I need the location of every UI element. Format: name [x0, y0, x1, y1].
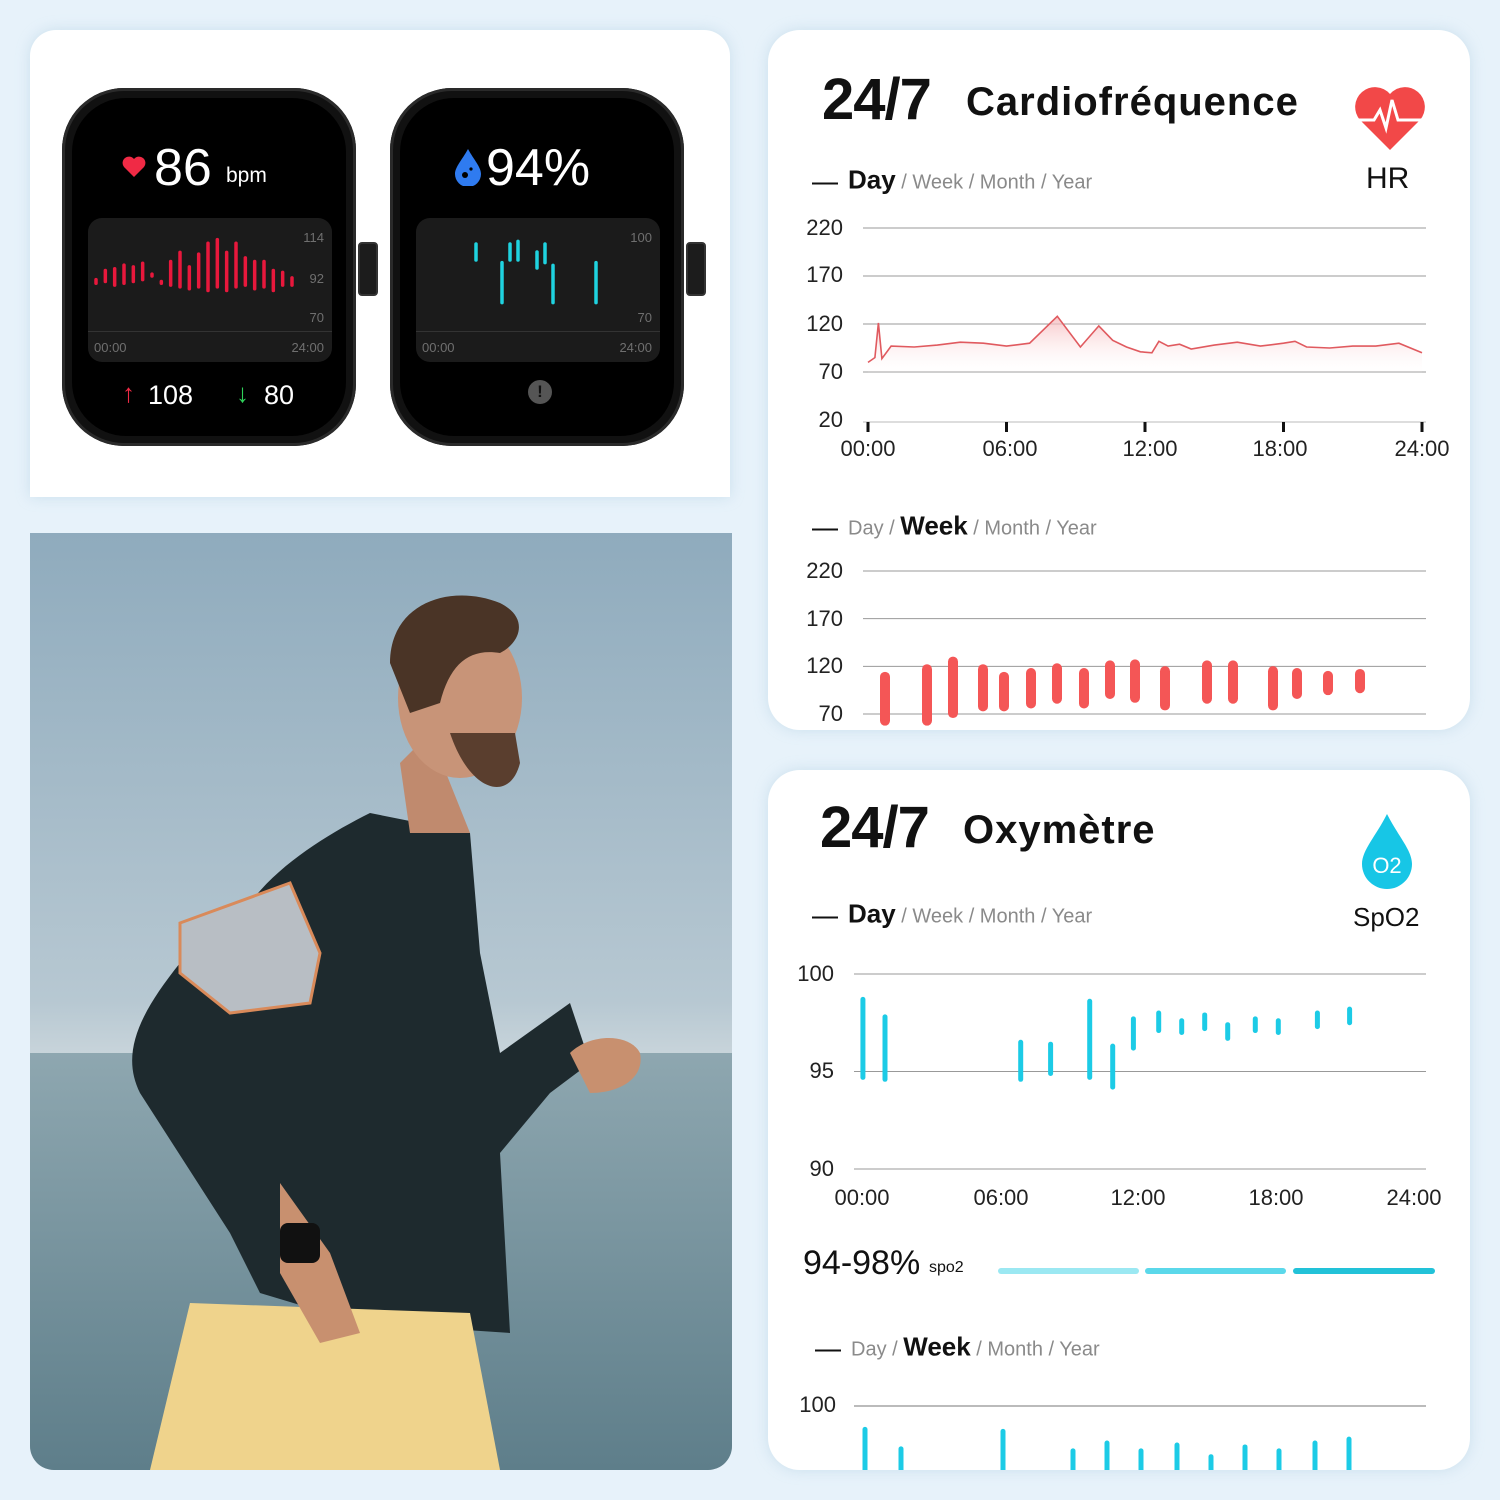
spo2-week-period-selector[interactable]: Day / Week / Month / Year — [815, 1332, 1100, 1363]
watch-crown — [686, 242, 706, 296]
spo2-day-chart — [854, 973, 1426, 1170]
spo2-range-bar-high — [1293, 1268, 1435, 1274]
arrow-up-icon: ↑ — [122, 378, 135, 408]
x-tick: 18:00 — [1252, 436, 1308, 461]
spo2-range-unit: spo2 — [929, 1259, 964, 1276]
heart-icon — [122, 156, 146, 177]
spo2-time-start: 00:00 — [422, 340, 455, 355]
period-day-active[interactable]: Day — [848, 898, 896, 929]
hr-week-period-selector[interactable]: Day / Week / Month / Year — [812, 511, 1097, 542]
x-tick: 06:00 — [982, 436, 1038, 461]
hr-time-end: 24:00 — [291, 340, 324, 355]
period-other-options[interactable]: / Week / Month / Year — [901, 171, 1093, 194]
hr-mini-chart: 114 92 70 00:00 24:00 — [88, 218, 332, 362]
hr-axis-70: 70 — [309, 310, 324, 325]
hr-time-start: 00:00 — [94, 340, 127, 355]
hr-day-chart — [863, 227, 1426, 432]
info-icon: ! — [528, 380, 552, 404]
watch-crown — [358, 242, 378, 296]
spo2-watch: 94% 100 70 00:00 24:00 ! — [390, 88, 684, 446]
y-tick: 20 — [818, 407, 843, 432]
oxygen-icon-text: O2 — [1372, 853, 1401, 878]
x-tick: 24:00 — [1386, 1185, 1442, 1210]
x-tick: 24:00 — [1394, 436, 1450, 461]
heart-pulse-icon — [1354, 87, 1426, 150]
period-day[interactable]: Day / — [848, 517, 895, 540]
oxygen-drop-icon: O2 — [1362, 814, 1412, 889]
period-day-active[interactable]: Day — [848, 164, 896, 195]
period-day[interactable]: Day / — [851, 1338, 898, 1361]
x-tick: 12:00 — [1110, 1185, 1166, 1210]
runner-image — [30, 533, 732, 1470]
y-tick: 220 — [806, 558, 843, 583]
y-tick: 170 — [806, 606, 843, 631]
hr-mini-bars — [94, 237, 294, 293]
period-other-options[interactable]: / Month / Year — [973, 517, 1097, 540]
hr-max: 108 — [148, 380, 194, 410]
period-other-options[interactable]: / Week / Month / Year — [901, 905, 1093, 928]
y-tick: 100 — [797, 961, 834, 986]
x-tick: 18:00 — [1248, 1185, 1304, 1210]
hr-day-period-selector[interactable]: Day / Week / Month / Year — [812, 165, 1092, 196]
period-week-active[interactable]: Week — [900, 510, 968, 541]
y-tick: 220 — [806, 215, 843, 240]
spo2-value: 94% — [486, 139, 591, 197]
arrow-down-icon: ↓ — [236, 378, 249, 408]
hr-watch: 86 bpm 114 92 70 00:00 24:00 ↑ 108 ↓ 80 — [62, 88, 356, 446]
hr-line — [867, 315, 1423, 364]
y-tick: 90 — [809, 1156, 834, 1181]
period-other-options[interactable]: / Month / Year — [976, 1338, 1100, 1361]
y-tick: 70 — [818, 359, 843, 384]
y-tick: 170 — [806, 262, 843, 287]
water-drop-icon — [455, 149, 481, 186]
spo2-range-bar-mid — [1145, 1268, 1286, 1274]
spo2-day-period-selector[interactable]: Day / Week / Month / Year — [812, 899, 1092, 930]
spo2-range-value: 94-98% — [803, 1244, 921, 1282]
watch-screen: 86 bpm 114 92 70 00:00 24:00 ↑ 108 ↓ 80 — [72, 98, 346, 436]
spo2-title: Oxymètre — [963, 808, 1156, 852]
spo2-range-bar-low — [998, 1268, 1139, 1274]
watch-screen: 94% 100 70 00:00 24:00 ! — [400, 98, 674, 436]
watch-card: 86 bpm 114 92 70 00:00 24:00 ↑ 108 ↓ 80 … — [30, 30, 730, 497]
spo2-title-prefix: 24/7 — [820, 795, 930, 860]
hr-min: 80 — [264, 380, 295, 410]
x-tick: 12:00 — [1122, 436, 1178, 461]
y-tick: 95 — [809, 1058, 834, 1083]
hr-title-prefix: 24/7 — [822, 67, 932, 132]
heart-rate-card — [768, 30, 1470, 730]
hr-title: Cardiofréquence — [966, 80, 1299, 124]
hr-axis-114: 114 — [303, 230, 324, 245]
runner-photo — [30, 533, 732, 1470]
hr-week-chart — [863, 570, 1426, 726]
hr-icon-label: HR — [1366, 162, 1410, 195]
hr-value: 86 — [154, 139, 212, 197]
spo2-axis-70: 70 — [637, 310, 652, 325]
spo2-week-chart — [854, 1405, 1426, 1470]
spo2-time-end: 24:00 — [619, 340, 652, 355]
y-tick: 120 — [806, 311, 843, 336]
y-tick: 70 — [818, 701, 843, 726]
period-week-active[interactable]: Week — [903, 1331, 971, 1362]
y-tick: 100 — [799, 1392, 836, 1417]
hr-axis-92: 92 — [309, 271, 324, 286]
spo2-icon-label: SpO2 — [1353, 902, 1420, 932]
spo2-mini-chart: 100 70 00:00 24:00 — [416, 218, 660, 362]
x-tick: 06:00 — [973, 1185, 1029, 1210]
spo2-mini-bars — [474, 239, 598, 305]
hr-unit: bpm — [226, 164, 267, 187]
spo2-axis-100: 100 — [630, 230, 652, 245]
oximeter-card — [768, 770, 1470, 1470]
y-tick: 120 — [806, 653, 843, 678]
x-tick: 00:00 — [834, 1185, 890, 1210]
hr-area — [868, 316, 1422, 377]
x-tick: 00:00 — [840, 436, 896, 461]
